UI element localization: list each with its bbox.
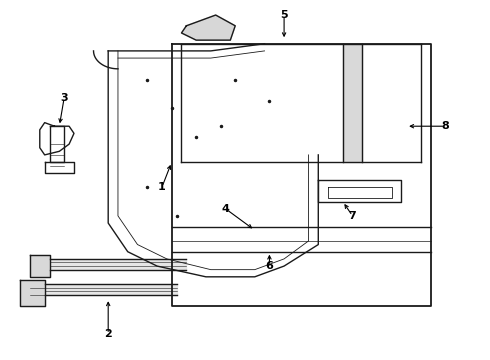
Text: 3: 3 — [60, 93, 68, 103]
Text: 1: 1 — [158, 182, 166, 192]
Text: 7: 7 — [348, 211, 356, 221]
Polygon shape — [20, 280, 45, 306]
Text: 8: 8 — [441, 121, 449, 131]
Text: 2: 2 — [104, 329, 112, 339]
Polygon shape — [181, 15, 235, 40]
Text: 6: 6 — [266, 261, 273, 271]
Polygon shape — [30, 255, 49, 277]
Text: 5: 5 — [280, 10, 288, 20]
Text: 4: 4 — [221, 204, 229, 214]
